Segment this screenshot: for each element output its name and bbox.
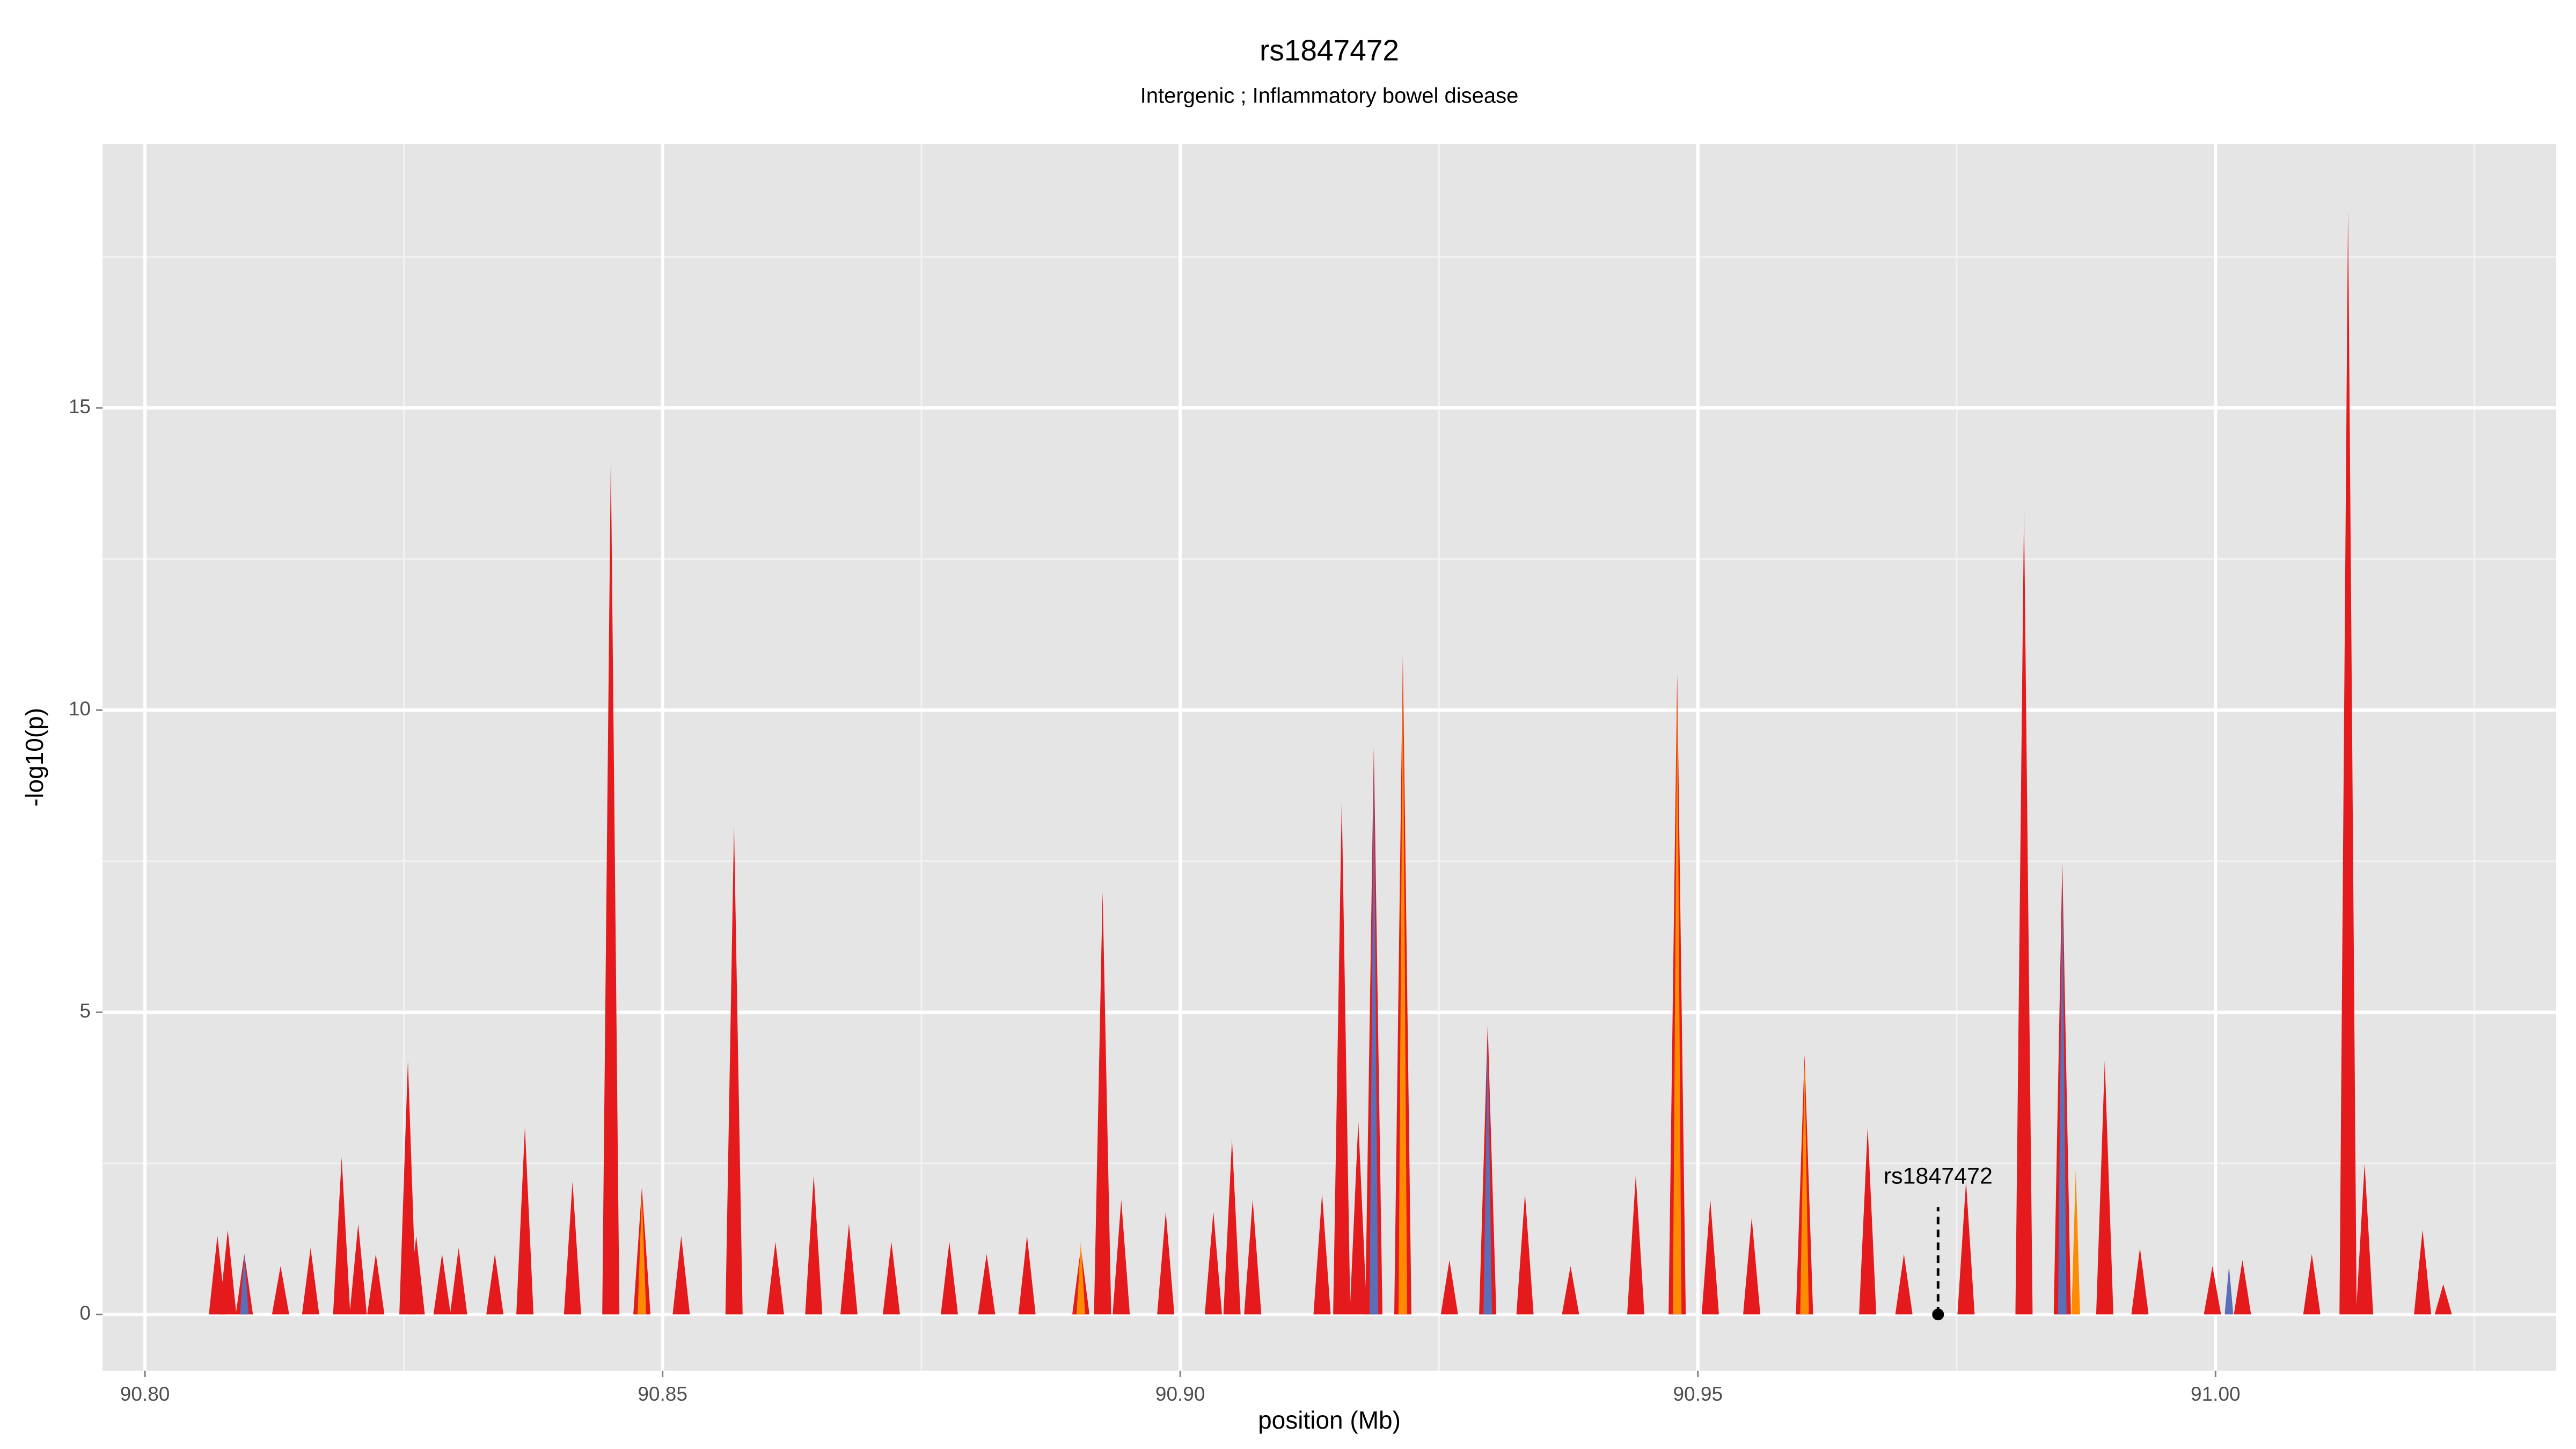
x-tick-label: 90.90 — [1155, 1383, 1205, 1405]
spike — [2224, 1266, 2234, 1315]
spike — [516, 1127, 534, 1315]
spike — [1313, 1194, 1331, 1315]
spike — [219, 1230, 237, 1315]
spike — [1157, 1211, 1175, 1315]
spike — [1895, 1254, 1913, 1315]
spike — [1018, 1235, 1036, 1315]
spike — [1204, 1211, 1222, 1315]
spike — [941, 1242, 958, 1315]
spike — [805, 1175, 823, 1315]
spike — [302, 1248, 319, 1315]
spike — [333, 1157, 350, 1315]
spike — [2356, 1163, 2374, 1315]
spike — [1562, 1266, 1579, 1315]
spike — [349, 1224, 367, 1315]
spike — [2058, 873, 2067, 1315]
spike — [1369, 758, 1378, 1315]
spike — [367, 1254, 385, 1315]
x-axis-label: position (Mb) — [1258, 1406, 1401, 1434]
spike — [1701, 1199, 1719, 1315]
y-tick-label: 10 — [69, 698, 91, 720]
spike — [672, 1235, 690, 1315]
spike — [602, 456, 620, 1315]
x-tick-label: 90.85 — [638, 1383, 687, 1405]
spike — [399, 1060, 417, 1315]
spike — [1743, 1218, 1761, 1315]
spike — [978, 1254, 996, 1315]
spike — [2204, 1266, 2221, 1315]
spike — [450, 1248, 467, 1315]
plot-background — [103, 144, 2556, 1371]
spike — [433, 1254, 451, 1315]
spike — [2434, 1284, 2452, 1315]
spike — [638, 1194, 647, 1315]
spike — [1094, 891, 1111, 1315]
spike — [1516, 1194, 1534, 1315]
spike — [2234, 1260, 2251, 1315]
spike — [1957, 1181, 1975, 1315]
spike — [1398, 668, 1407, 1315]
annotation-label: rs1847472 — [1884, 1163, 1993, 1189]
spike — [840, 1224, 858, 1315]
spike — [1483, 1036, 1492, 1315]
annotation-point — [1932, 1308, 1944, 1321]
spike — [407, 1235, 425, 1315]
spike — [486, 1254, 504, 1315]
spike — [2414, 1230, 2432, 1315]
y-tick-label: 5 — [79, 1000, 91, 1022]
x-tick-label: 90.80 — [120, 1383, 170, 1405]
spike — [1350, 1121, 1367, 1315]
spike — [240, 1254, 249, 1315]
spike — [2096, 1060, 2113, 1315]
y-tick-label: 15 — [69, 396, 91, 418]
x-tick-label: 90.95 — [1673, 1383, 1723, 1405]
spike — [1333, 801, 1351, 1315]
spike — [1113, 1199, 1130, 1315]
x-tick-label: 91.00 — [2191, 1383, 2241, 1405]
y-axis-label: -log10(p) — [20, 708, 48, 807]
spike — [272, 1266, 289, 1315]
chart-subtitle: Intergenic ; Inflammatory bowel disease — [1140, 84, 1519, 108]
spike — [2015, 510, 2033, 1315]
spike — [1859, 1127, 1877, 1315]
y-tick-label: 0 — [79, 1302, 91, 1324]
spike — [1673, 686, 1682, 1315]
spike — [2071, 1169, 2080, 1315]
spike — [766, 1242, 784, 1315]
chart-title: rs1847472 — [1260, 34, 1399, 67]
spike — [1627, 1175, 1645, 1315]
spike — [2339, 208, 2357, 1315]
spike — [2303, 1254, 2321, 1315]
spike — [725, 825, 743, 1315]
spike — [1077, 1242, 1086, 1315]
spike — [882, 1242, 900, 1315]
spike — [564, 1181, 581, 1315]
spike — [1244, 1199, 1262, 1315]
spike — [1800, 1060, 1809, 1315]
spike — [2131, 1248, 2149, 1315]
spike — [1440, 1260, 1458, 1315]
spike — [1223, 1139, 1241, 1315]
